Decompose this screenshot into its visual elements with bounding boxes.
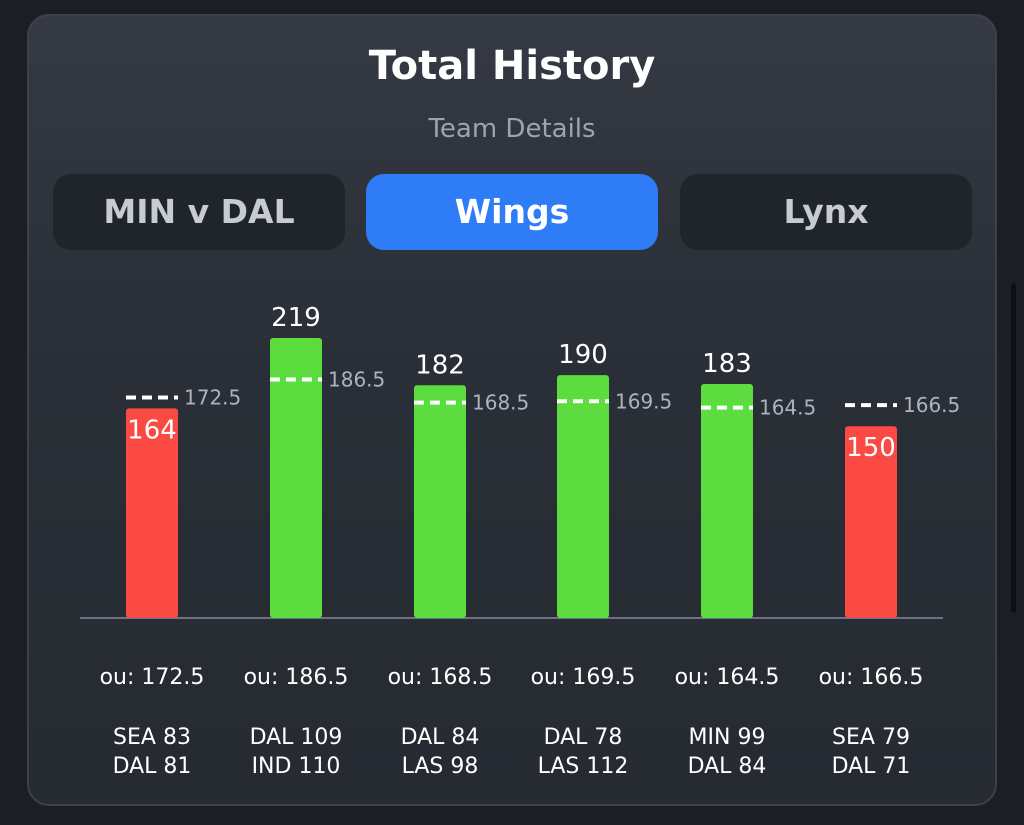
bar-4 (701, 384, 753, 618)
score-line1-4: MIN 99 (689, 725, 766, 750)
bar-value-label-4: 183 (702, 349, 752, 379)
total-history-card (27, 14, 997, 806)
ou-caption-3: ou: 169.5 (531, 665, 636, 690)
score-line1-2: DAL 84 (401, 725, 480, 750)
bar-value-label-1: 219 (271, 303, 321, 333)
ou-line-label-2: 168.5 (472, 391, 529, 415)
bar-2 (414, 385, 466, 618)
bar-0 (126, 408, 178, 618)
ou-line-label-1: 186.5 (328, 368, 385, 392)
score-line2-4: DAL 84 (688, 754, 767, 779)
bar-3 (557, 375, 609, 618)
tab-wings[interactable]: Wings (366, 174, 658, 250)
bar-value-label-0: 164 (127, 415, 177, 445)
ou-caption-1: ou: 186.5 (244, 665, 349, 690)
score-line2-5: DAL 71 (832, 754, 911, 779)
team-tabs: MIN v DAL Wings Lynx (53, 174, 973, 252)
score-line1-3: DAL 78 (544, 725, 623, 750)
bar-1 (270, 338, 322, 618)
score-line2-2: LAS 98 (402, 754, 479, 779)
ou-line-label-0: 172.5 (184, 385, 241, 409)
ou-caption-0: ou: 172.5 (100, 665, 205, 690)
scrollbar[interactable] (1011, 283, 1016, 613)
score-line1-0: SEA 83 (113, 725, 191, 750)
bar-value-label-5: 150 (846, 433, 896, 463)
ou-caption-5: ou: 166.5 (819, 665, 924, 690)
score-line2-3: LAS 112 (538, 754, 629, 779)
score-line2-1: IND 110 (252, 754, 341, 779)
score-line1-1: DAL 109 (250, 725, 343, 750)
score-line2-0: DAL 81 (113, 754, 192, 779)
ou-caption-2: ou: 168.5 (388, 665, 493, 690)
ou-line-label-4: 164.5 (759, 396, 816, 420)
bar-value-label-3: 190 (558, 340, 608, 370)
bar-5 (845, 426, 897, 618)
page-subtitle: Team Details (428, 114, 596, 144)
ou-line-label-3: 169.5 (615, 389, 672, 413)
ou-line-label-5: 166.5 (903, 393, 960, 417)
tab-lynx[interactable]: Lynx (680, 174, 972, 250)
tab-matchup[interactable]: MIN v DAL (53, 174, 345, 250)
score-line1-5: SEA 79 (832, 725, 910, 750)
ou-caption-4: ou: 164.5 (675, 665, 780, 690)
bar-value-label-2: 182 (415, 350, 465, 380)
page-title: Total History (368, 43, 656, 89)
